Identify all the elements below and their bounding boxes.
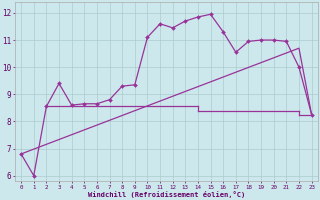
X-axis label: Windchill (Refroidissement éolien,°C): Windchill (Refroidissement éolien,°C) xyxy=(88,191,245,198)
